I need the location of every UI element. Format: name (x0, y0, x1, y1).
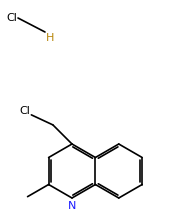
Text: N: N (68, 201, 76, 211)
Text: Cl: Cl (6, 13, 17, 23)
Text: Cl: Cl (20, 106, 30, 116)
Text: H: H (46, 33, 54, 43)
